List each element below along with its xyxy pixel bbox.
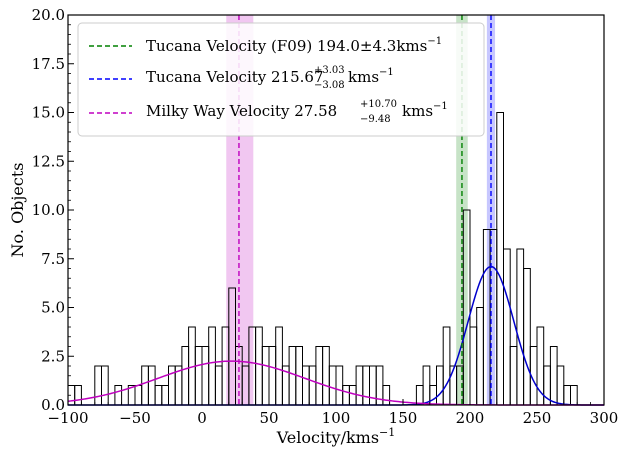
legend-label-milky-way: Milky Way Velocity 27.58	[146, 102, 337, 120]
y-tick-label: 2.5	[41, 347, 65, 365]
x-tick-label: −50	[119, 409, 151, 427]
legend-sup-tucana: +3.03	[314, 65, 345, 76]
histogram-bar	[147, 365, 156, 406]
histogram-bar	[101, 365, 109, 406]
histogram-bar	[275, 326, 283, 406]
histogram-bar	[154, 385, 163, 406]
histogram-bars	[67, 112, 578, 406]
y-tick-label: 7.5	[41, 250, 65, 268]
histogram-bar	[241, 365, 250, 406]
histogram-bar	[201, 346, 210, 406]
histogram-bar	[261, 346, 270, 406]
x-tick-label: 100	[322, 409, 351, 427]
histogram-bar	[476, 307, 484, 406]
x-tick-label: 150	[389, 409, 418, 427]
y-tick-label: 10.0	[32, 201, 65, 219]
y-tick-label: 5.0	[41, 299, 65, 317]
histogram-bar	[523, 268, 531, 406]
histogram-bar	[516, 248, 525, 406]
histogram-bar	[536, 326, 545, 406]
legend-tail-tucana: kms−1	[348, 67, 394, 86]
y-tick-label: 0.0	[41, 396, 65, 414]
y-axis-ticks: 0.0 2.5 5.0 7.5 10.0 12.5 15.0 17.5 20.0	[32, 6, 74, 414]
histogram-bar	[315, 346, 324, 406]
y-tick-label: 17.5	[32, 55, 65, 73]
histogram-bar	[248, 326, 257, 406]
legend-entry-tucana: Tucana Velocity 215.67 +3.03 −3.08 kms−1	[89, 65, 394, 91]
histogram-bar	[436, 365, 444, 406]
histogram-bar	[442, 326, 451, 406]
histogram-bar	[556, 365, 565, 406]
histogram-bar	[503, 248, 511, 406]
histogram-bar	[422, 365, 431, 406]
legend-tail-milky-way: kms−1	[402, 101, 448, 120]
legend-sub-milky-way: −9.48	[360, 114, 391, 125]
histogram-bar	[335, 365, 344, 406]
histogram-bar	[348, 385, 357, 406]
histogram-bar	[302, 365, 310, 406]
legend: Tucana Velocity (F09) 194.0±4.3kms−1 Tuc…	[77, 22, 485, 137]
histogram-bar	[214, 365, 223, 406]
histogram-bar	[462, 209, 471, 406]
histogram-bar	[74, 385, 82, 406]
legend-label-f09: Tucana Velocity (F09) 194.0±4.3kms−1	[146, 36, 442, 55]
histogram-bar	[549, 346, 558, 406]
histogram-bar	[208, 326, 216, 406]
histogram-bar	[509, 346, 518, 406]
x-tick-label: 0	[197, 409, 207, 427]
legend-entry-f09: Tucana Velocity (F09) 194.0±4.3kms−1	[89, 36, 442, 55]
histogram-bar	[328, 365, 337, 406]
histogram-bar	[288, 346, 297, 406]
x-tick-label: 300	[590, 409, 619, 427]
legend-entry-milky-way: Milky Way Velocity 27.58 +10.70 −9.48 km…	[89, 99, 448, 125]
histogram-bar	[429, 385, 437, 406]
histogram-bar	[322, 346, 330, 406]
histogram-bar	[382, 385, 391, 406]
legend-label-tucana: Tucana Velocity 215.67	[146, 68, 324, 86]
histogram-bar	[308, 365, 317, 406]
histogram-bar	[255, 326, 263, 406]
legend-sub-tucana: −3.08	[314, 80, 345, 91]
x-tick-label: −100	[47, 409, 88, 427]
histogram-bar	[181, 346, 190, 406]
histogram-bar	[221, 326, 230, 406]
histogram-bar	[342, 385, 350, 406]
y-tick-label: 15.0	[32, 104, 65, 122]
histogram-bar	[141, 365, 149, 406]
y-tick-label: 12.5	[32, 152, 65, 170]
histogram-bar	[94, 365, 103, 406]
histogram-bar	[415, 385, 424, 406]
histogram-bar	[268, 346, 277, 406]
histogram-bar	[355, 365, 364, 406]
x-tick-label: 200	[456, 409, 485, 427]
histogram-bar	[496, 112, 504, 406]
x-tick-label: 50	[259, 409, 278, 427]
legend-box	[77, 22, 485, 137]
histogram-bar	[563, 385, 571, 406]
histogram-bar	[134, 385, 143, 406]
y-axis-label: No. Objects	[8, 163, 27, 258]
x-axis-label: Velocity/kms−1	[276, 426, 396, 447]
histogram-bar	[570, 385, 578, 406]
legend-sup-milky-way: +10.70	[360, 99, 397, 110]
histogram-bar	[161, 385, 170, 406]
x-tick-label: 250	[523, 409, 552, 427]
histogram-bar	[362, 365, 370, 406]
x-axis-ticks: −100 −50 0 50 100 150 200 250 300	[47, 399, 618, 427]
histogram-bar	[114, 385, 123, 406]
histogram-bar	[469, 326, 478, 406]
histogram-bar	[482, 229, 491, 406]
y-tick-label: 20.0	[32, 6, 65, 24]
histogram-bar	[228, 287, 237, 406]
histogram-bar	[194, 346, 203, 406]
